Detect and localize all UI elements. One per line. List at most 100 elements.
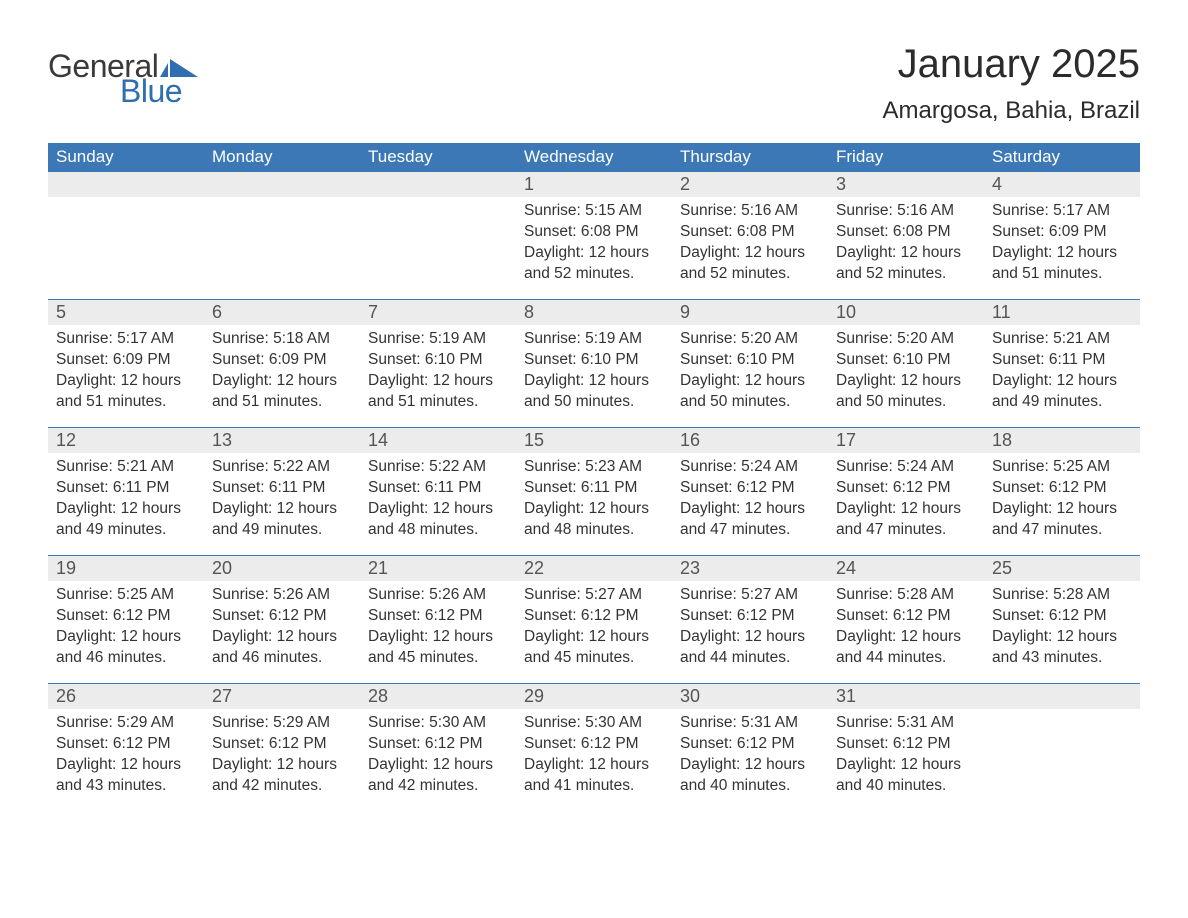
sunrise-value: 5:20 AM <box>897 330 954 347</box>
sunset-label: Sunset: <box>56 607 113 624</box>
calendar-day-cell: 16Sunrise: 5:24 AMSunset: 6:12 PMDayligh… <box>672 427 828 555</box>
daylight-label: Daylight: <box>992 244 1057 261</box>
sunset-label: Sunset: <box>836 223 893 240</box>
sunrise-label: Sunrise: <box>992 458 1053 475</box>
sunrise-value: 5:17 AM <box>1053 202 1110 219</box>
sunrise-label: Sunrise: <box>680 458 741 475</box>
sunset-line: Sunset: 6:10 PM <box>368 350 510 371</box>
day-details: Sunrise: 5:21 AMSunset: 6:11 PMDaylight:… <box>984 325 1140 413</box>
sunrise-line: Sunrise: 5:16 AM <box>680 201 822 222</box>
daylight-label: Daylight: <box>836 628 901 645</box>
sunrise-line: Sunrise: 5:16 AM <box>836 201 978 222</box>
calendar-day-cell <box>48 171 204 299</box>
day-number-strip: 16 <box>672 427 828 453</box>
sunrise-line: Sunrise: 5:25 AM <box>992 457 1134 478</box>
day-details: Sunrise: 5:20 AMSunset: 6:10 PMDaylight:… <box>828 325 984 413</box>
daylight-line: Daylight: 12 hours and 41 minutes. <box>524 755 666 797</box>
calendar-day-cell: 21Sunrise: 5:26 AMSunset: 6:12 PMDayligh… <box>360 555 516 683</box>
day-number: 16 <box>672 428 828 453</box>
sunrise-value: 5:21 AM <box>1053 330 1110 347</box>
sunrise-label: Sunrise: <box>836 714 897 731</box>
sunset-value: 6:12 PM <box>893 479 951 496</box>
sunrise-value: 5:16 AM <box>741 202 798 219</box>
sunrise-line: Sunrise: 5:18 AM <box>212 329 354 350</box>
calendar-day-cell <box>360 171 516 299</box>
daylight-label: Daylight: <box>836 244 901 261</box>
day-details: Sunrise: 5:19 AMSunset: 6:10 PMDaylight:… <box>516 325 672 413</box>
sunrise-label: Sunrise: <box>56 330 117 347</box>
sunset-value: 6:12 PM <box>1049 607 1107 624</box>
daylight-label: Daylight: <box>56 628 121 645</box>
brand-logo: General Blue <box>48 42 198 106</box>
daylight-line: Daylight: 12 hours and 51 minutes. <box>212 371 354 413</box>
daylight-line: Daylight: 12 hours and 44 minutes. <box>680 627 822 669</box>
sunset-line: Sunset: 6:12 PM <box>836 478 978 499</box>
calendar-day-cell: 28Sunrise: 5:30 AMSunset: 6:12 PMDayligh… <box>360 683 516 811</box>
sunset-label: Sunset: <box>836 479 893 496</box>
daylight-line: Daylight: 12 hours and 49 minutes. <box>212 499 354 541</box>
sunset-value: 6:08 PM <box>581 223 639 240</box>
day-number-strip <box>204 171 360 197</box>
sunset-label: Sunset: <box>992 223 1049 240</box>
weekday-header: Saturday <box>984 143 1140 171</box>
day-number: 19 <box>48 556 204 581</box>
sunset-line: Sunset: 6:09 PM <box>212 350 354 371</box>
sunrise-line: Sunrise: 5:29 AM <box>56 713 198 734</box>
day-details: Sunrise: 5:22 AMSunset: 6:11 PMDaylight:… <box>204 453 360 541</box>
daylight-line: Daylight: 12 hours and 48 minutes. <box>368 499 510 541</box>
weekday-header-row: SundayMondayTuesdayWednesdayThursdayFrid… <box>48 143 1140 171</box>
day-details: Sunrise: 5:26 AMSunset: 6:12 PMDaylight:… <box>360 581 516 669</box>
calendar-day-cell <box>204 171 360 299</box>
sunrise-label: Sunrise: <box>680 330 741 347</box>
sunrise-label: Sunrise: <box>992 330 1053 347</box>
sunrise-value: 5:31 AM <box>897 714 954 731</box>
day-number <box>360 172 516 197</box>
sunrise-label: Sunrise: <box>212 714 273 731</box>
sunrise-label: Sunrise: <box>368 586 429 603</box>
sunrise-line: Sunrise: 5:27 AM <box>680 585 822 606</box>
sunset-line: Sunset: 6:12 PM <box>368 734 510 755</box>
sunrise-line: Sunrise: 5:24 AM <box>680 457 822 478</box>
calendar-day-cell: 25Sunrise: 5:28 AMSunset: 6:12 PMDayligh… <box>984 555 1140 683</box>
daylight-label: Daylight: <box>368 372 433 389</box>
daylight-line: Daylight: 12 hours and 44 minutes. <box>836 627 978 669</box>
sunset-line: Sunset: 6:08 PM <box>524 222 666 243</box>
calendar-day-cell <box>984 683 1140 811</box>
sunset-label: Sunset: <box>680 479 737 496</box>
sunset-label: Sunset: <box>56 351 113 368</box>
sunrise-line: Sunrise: 5:24 AM <box>836 457 978 478</box>
sunset-label: Sunset: <box>524 351 581 368</box>
day-number: 7 <box>360 300 516 325</box>
sunrise-value: 5:25 AM <box>117 586 174 603</box>
sunset-label: Sunset: <box>836 351 893 368</box>
day-details: Sunrise: 5:17 AMSunset: 6:09 PMDaylight:… <box>984 197 1140 285</box>
daylight-label: Daylight: <box>992 372 1057 389</box>
daylight-line: Daylight: 12 hours and 48 minutes. <box>524 499 666 541</box>
day-number-strip: 28 <box>360 683 516 709</box>
day-number-strip: 25 <box>984 555 1140 581</box>
sunset-line: Sunset: 6:08 PM <box>836 222 978 243</box>
daylight-line: Daylight: 12 hours and 40 minutes. <box>836 755 978 797</box>
calendar-day-cell: 22Sunrise: 5:27 AMSunset: 6:12 PMDayligh… <box>516 555 672 683</box>
sunrise-value: 5:29 AM <box>117 714 174 731</box>
daylight-label: Daylight: <box>680 372 745 389</box>
day-number: 20 <box>204 556 360 581</box>
sunset-line: Sunset: 6:12 PM <box>680 734 822 755</box>
day-number-strip: 3 <box>828 171 984 197</box>
sunrise-line: Sunrise: 5:26 AM <box>368 585 510 606</box>
calendar-day-cell: 5Sunrise: 5:17 AMSunset: 6:09 PMDaylight… <box>48 299 204 427</box>
daylight-line: Daylight: 12 hours and 43 minutes. <box>992 627 1134 669</box>
day-details: Sunrise: 5:29 AMSunset: 6:12 PMDaylight:… <box>48 709 204 797</box>
day-number-strip: 5 <box>48 299 204 325</box>
sunrise-label: Sunrise: <box>836 458 897 475</box>
sunrise-line: Sunrise: 5:30 AM <box>368 713 510 734</box>
sunset-value: 6:08 PM <box>893 223 951 240</box>
daylight-line: Daylight: 12 hours and 50 minutes. <box>524 371 666 413</box>
day-number: 28 <box>360 684 516 709</box>
day-number: 18 <box>984 428 1140 453</box>
calendar-day-cell: 11Sunrise: 5:21 AMSunset: 6:11 PMDayligh… <box>984 299 1140 427</box>
day-details: Sunrise: 5:22 AMSunset: 6:11 PMDaylight:… <box>360 453 516 541</box>
sunset-line: Sunset: 6:12 PM <box>992 606 1134 627</box>
sunset-line: Sunset: 6:12 PM <box>680 478 822 499</box>
daylight-label: Daylight: <box>836 372 901 389</box>
